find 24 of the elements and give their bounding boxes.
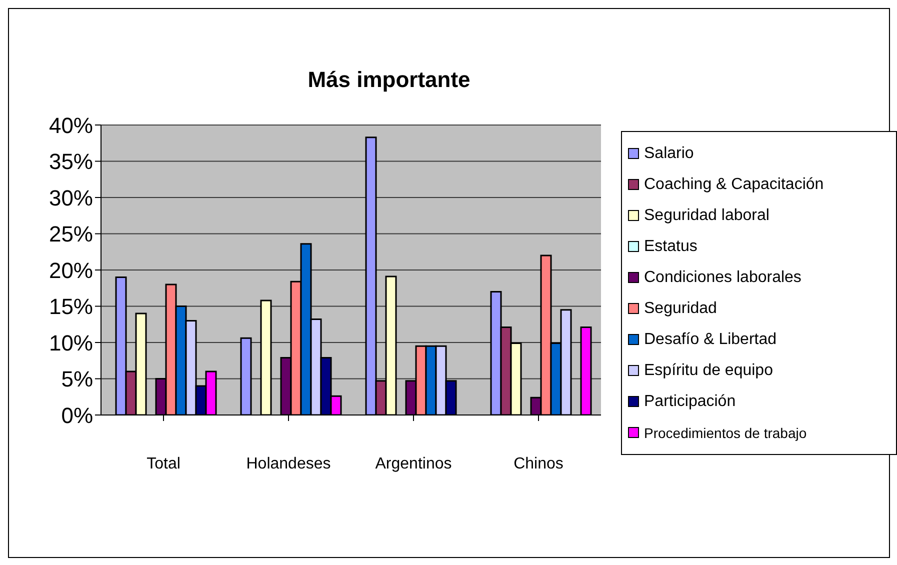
- legend-label: Salario: [644, 144, 694, 162]
- legend-label: Procedimientos de trabajo: [644, 424, 807, 440]
- y-tick-label: 30%: [48, 185, 93, 210]
- x-tick-label: Holandeses: [246, 455, 331, 472]
- legend-label: Condiciones laborales: [644, 268, 802, 286]
- legend-label: Espíritu de equipo: [644, 362, 773, 380]
- y-tick-label: 15%: [48, 294, 93, 320]
- legend-label: Seguridad laboral: [644, 206, 770, 224]
- y-tick-label: 25%: [48, 222, 93, 247]
- x-tick-label: Total: [146, 455, 180, 472]
- chart-title: Más importante: [306, 67, 472, 93]
- x-tick-label: Argentinos: [375, 455, 452, 472]
- legend-label: Seguridad: [644, 300, 717, 318]
- legend-label: Desafío & Libertad: [644, 330, 777, 348]
- y-tick-label: 20%: [48, 258, 93, 283]
- y-tick-label: 5%: [61, 366, 93, 392]
- legend-label: Coaching & Capacitación: [644, 176, 824, 194]
- y-tick-label: 0%: [61, 402, 93, 428]
- legend-label: Estatus: [644, 238, 698, 256]
- y-tick-label: 40%: [48, 112, 93, 138]
- y-tick-label: 35%: [48, 149, 93, 174]
- x-tick-label: Chinos: [514, 455, 564, 472]
- y-tick-label: 10%: [48, 330, 93, 356]
- legend-label: Participación: [644, 392, 736, 410]
